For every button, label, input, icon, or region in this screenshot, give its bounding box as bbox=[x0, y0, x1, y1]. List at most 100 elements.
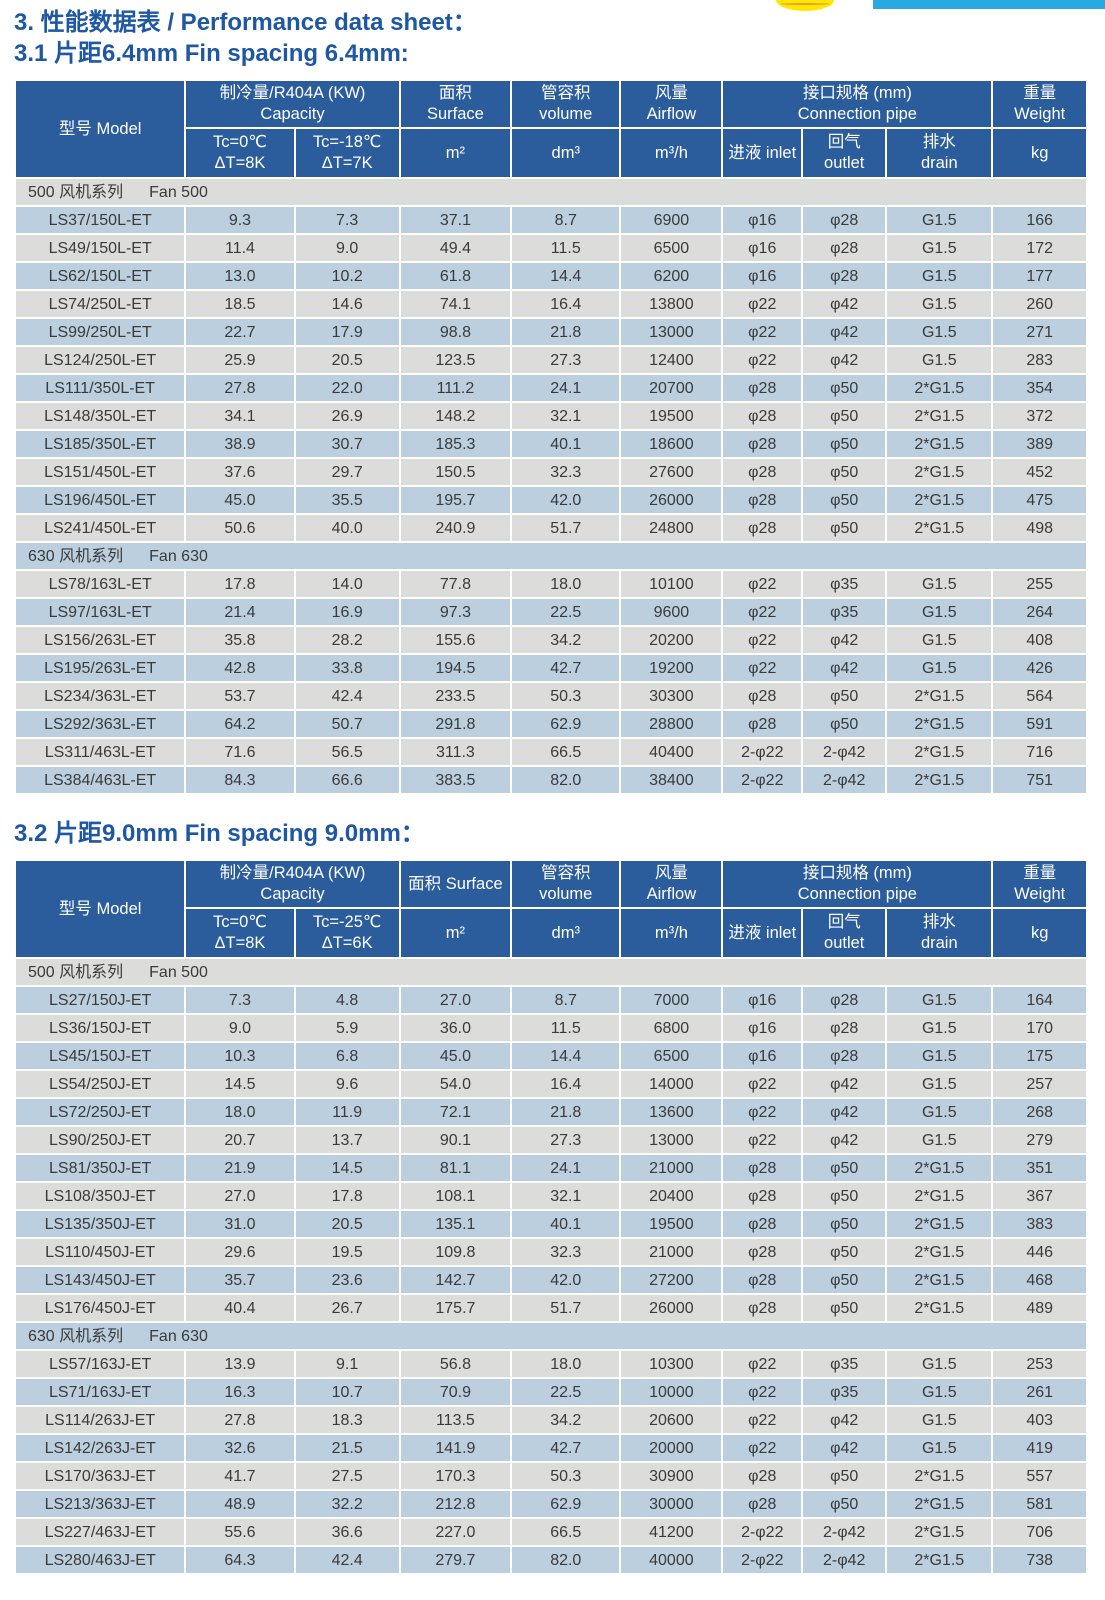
value-cell: 66.5 bbox=[512, 739, 620, 765]
value-cell: 2*G1.5 bbox=[887, 683, 992, 709]
value-cell: 19500 bbox=[621, 403, 722, 429]
value-cell: φ42 bbox=[803, 1071, 886, 1097]
value-cell: φ22 bbox=[723, 1435, 802, 1461]
value-cell: G1.5 bbox=[887, 599, 992, 625]
value-cell: 2*G1.5 bbox=[887, 1183, 992, 1209]
header-cell: 进液 inlet bbox=[723, 909, 802, 957]
value-cell: G1.5 bbox=[887, 319, 992, 345]
value-cell: φ28 bbox=[723, 1491, 802, 1517]
value-cell: 34.1 bbox=[186, 403, 294, 429]
value-cell: 6.8 bbox=[295, 1043, 399, 1069]
value-cell: 27200 bbox=[621, 1267, 722, 1293]
value-cell: 10000 bbox=[621, 1379, 722, 1405]
value-cell: 64.2 bbox=[186, 711, 294, 737]
value-cell: 66.6 bbox=[295, 767, 399, 793]
value-cell: G1.5 bbox=[887, 1351, 992, 1377]
value-cell: 13600 bbox=[621, 1099, 722, 1125]
table-row: LS81/350J-ET 21.9 14.5 81.1 24.1 21000 φ28 φ50 2… bbox=[16, 1155, 1086, 1181]
model-cell: LS195/263L-ET bbox=[16, 655, 185, 681]
table-row: LS280/463J-ET 64.3 42.4 279.7 82.0 40000 2-φ22… bbox=[16, 1547, 1086, 1573]
value-cell: 29.6 bbox=[186, 1239, 294, 1265]
value-cell: φ22 bbox=[723, 655, 802, 681]
value-cell: 35.8 bbox=[186, 627, 294, 653]
header-cell: 面积 Surface bbox=[400, 861, 511, 907]
value-cell: φ28 bbox=[723, 431, 802, 457]
value-cell: 264 bbox=[993, 599, 1086, 625]
value-cell: 150.5 bbox=[400, 459, 511, 485]
value-cell: 14000 bbox=[621, 1071, 722, 1097]
value-cell: G1.5 bbox=[887, 1071, 992, 1097]
value-cell: 2-φ42 bbox=[803, 739, 886, 765]
value-cell: φ16 bbox=[723, 207, 802, 233]
value-cell: 283 bbox=[993, 347, 1086, 373]
value-cell: φ22 bbox=[723, 599, 802, 625]
value-cell: 2*G1.5 bbox=[887, 711, 992, 737]
value-cell: 498 bbox=[993, 515, 1086, 541]
value-cell: φ16 bbox=[723, 1015, 802, 1041]
value-cell: 51.7 bbox=[512, 515, 620, 541]
value-cell: 403 bbox=[993, 1407, 1086, 1433]
value-cell: 2*G1.5 bbox=[887, 1267, 992, 1293]
value-cell: 62.9 bbox=[512, 711, 620, 737]
section-label-en: Fan 630 bbox=[149, 547, 208, 565]
table-row: LS384/463L-ET 84.3 66.6 383.5 82.0 38400 2-φ22… bbox=[16, 767, 1086, 793]
value-cell: 11.5 bbox=[512, 235, 620, 261]
value-cell: 28.2 bbox=[295, 627, 399, 653]
value-cell: 32.2 bbox=[295, 1491, 399, 1517]
model-cell: LS151/450L-ET bbox=[16, 459, 185, 485]
value-cell: 10300 bbox=[621, 1351, 722, 1377]
table-row: LS170/363J-ET 41.7 27.5 170.3 50.3 30900 φ28 φ5… bbox=[16, 1463, 1086, 1489]
header-cell: 型号 Model bbox=[16, 861, 185, 957]
value-cell: 17.9 bbox=[295, 319, 399, 345]
header-cell: 风量 Airflow bbox=[621, 861, 722, 907]
value-cell: φ35 bbox=[803, 1379, 886, 1405]
header-text: 重量 bbox=[1023, 864, 1057, 882]
table-row: LS74/250L-ET 18.5 14.6 74.1 16.4 13800 φ22 φ42 G… bbox=[16, 291, 1086, 317]
header-text: m³/h bbox=[654, 923, 688, 942]
value-cell: 108.1 bbox=[400, 1183, 511, 1209]
value-cell: 30000 bbox=[621, 1491, 722, 1517]
value-cell: 170.3 bbox=[400, 1463, 511, 1489]
value-cell: 279 bbox=[993, 1127, 1086, 1153]
table-row: LS54/250J-ET 14.5 9.6 54.0 16.4 14000 φ22 φ42 G1… bbox=[16, 1071, 1086, 1097]
value-cell: 177 bbox=[993, 263, 1086, 289]
value-cell: 2*G1.5 bbox=[887, 1519, 992, 1545]
value-cell: 6500 bbox=[621, 1043, 722, 1069]
value-cell: 97.3 bbox=[400, 599, 511, 625]
table-row: LS108/350J-ET 27.0 17.8 108.1 32.1 20400 φ28 φ5… bbox=[16, 1183, 1086, 1209]
value-cell: 32.6 bbox=[186, 1435, 294, 1461]
value-cell: 32.1 bbox=[512, 1183, 620, 1209]
value-cell: 40.1 bbox=[512, 1211, 620, 1237]
value-cell: 10.2 bbox=[295, 263, 399, 289]
value-cell: 452 bbox=[993, 459, 1086, 485]
value-cell: φ50 bbox=[803, 1267, 886, 1293]
header-text: 风量 bbox=[654, 864, 688, 882]
value-cell: 4.8 bbox=[295, 987, 399, 1013]
header-row: 型号 Model 制冷量/R404A (KW) Capacity 面积 Surface… bbox=[16, 861, 1086, 957]
model-cell: LS74/250L-ET bbox=[16, 291, 185, 317]
value-cell: φ50 bbox=[803, 711, 886, 737]
value-cell: 14.5 bbox=[186, 1071, 294, 1097]
value-cell: 21.5 bbox=[295, 1435, 399, 1461]
value-cell: G1.5 bbox=[887, 291, 992, 317]
header-cell: 排水 drain bbox=[887, 909, 992, 957]
value-cell: 40.1 bbox=[512, 431, 620, 457]
value-cell: φ42 bbox=[803, 627, 886, 653]
value-cell: G1.5 bbox=[887, 1407, 992, 1433]
value-cell: 13000 bbox=[621, 1127, 722, 1153]
performance-table: 型号 Model 制冷量/R404A (KW) Capacity 面积 Surface 管… bbox=[14, 79, 1088, 795]
value-cell: 27.0 bbox=[400, 987, 511, 1013]
table-row: LS78/163L-ET 17.8 14.0 77.8 18.0 10100 φ22 φ35 G… bbox=[16, 571, 1086, 597]
value-cell: φ22 bbox=[723, 1099, 802, 1125]
subtitle-fin-9-0: 3.2 片距9.0mm Fin spacing 9.0mm： bbox=[14, 820, 425, 847]
value-cell: 279.7 bbox=[400, 1547, 511, 1573]
value-cell: φ16 bbox=[723, 235, 802, 261]
value-cell: G1.5 bbox=[887, 235, 992, 261]
value-cell: 22.5 bbox=[512, 599, 620, 625]
model-cell: LS135/350J-ET bbox=[16, 1211, 185, 1237]
value-cell: 6200 bbox=[621, 263, 722, 289]
header-row: 型号 Model 制冷量/R404A (KW) Capacity 面积 Surface 管… bbox=[16, 81, 1086, 177]
value-cell: 155.6 bbox=[400, 627, 511, 653]
header-text: Weight bbox=[1014, 885, 1066, 903]
value-cell: 29.7 bbox=[295, 459, 399, 485]
